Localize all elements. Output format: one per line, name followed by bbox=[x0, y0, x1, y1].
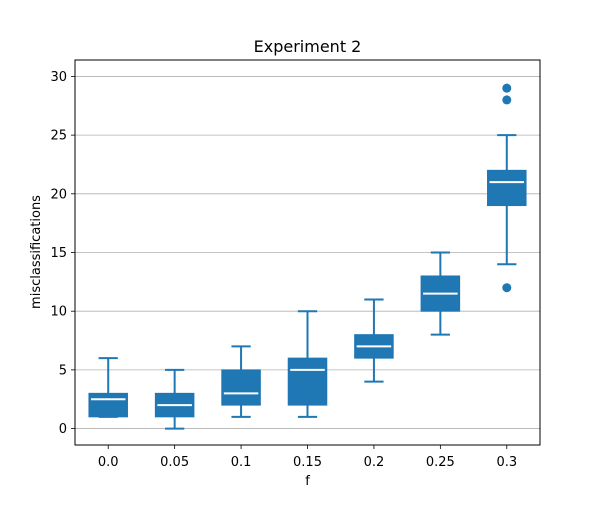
x-tick-label: 0.05 bbox=[160, 455, 189, 470]
outlier-point bbox=[502, 83, 512, 93]
y-tick-label: 0 bbox=[59, 422, 67, 437]
box-group bbox=[88, 357, 128, 418]
box-group bbox=[221, 345, 261, 418]
x-tick-label: 0.0 bbox=[98, 455, 119, 470]
x-tick-label: 0.2 bbox=[364, 455, 385, 470]
x-tick-label: 0.3 bbox=[496, 455, 517, 470]
box-body bbox=[221, 369, 261, 406]
chart-title: Experiment 2 bbox=[254, 37, 362, 56]
box-group bbox=[354, 298, 394, 383]
box-group bbox=[154, 368, 195, 430]
y-tick-label: 10 bbox=[50, 305, 67, 320]
box-group bbox=[287, 310, 328, 418]
x-axis-ticks: 0.0 0.05 0.1 0.15 0.2 0.25 0.3 bbox=[98, 445, 517, 470]
y-tick-label: 25 bbox=[50, 129, 67, 144]
box-group bbox=[420, 251, 461, 336]
outlier-point bbox=[502, 283, 512, 293]
box-body bbox=[487, 169, 527, 207]
x-tick-label: 0.15 bbox=[293, 455, 322, 470]
box-body bbox=[88, 392, 128, 418]
y-tick-label: 15 bbox=[50, 246, 67, 261]
x-tick-label: 0.1 bbox=[231, 455, 252, 470]
y-axis-label: misclassifications bbox=[29, 195, 44, 309]
y-tick-label: 30 bbox=[50, 70, 67, 85]
y-axis-ticks: 0 5 10 15 20 25 30 bbox=[50, 70, 75, 437]
box-body bbox=[287, 357, 328, 406]
x-tick-label: 0.25 bbox=[426, 455, 455, 470]
box-group bbox=[487, 83, 527, 293]
x-axis-label: f bbox=[305, 474, 310, 489]
y-tick-label: 20 bbox=[50, 187, 67, 202]
box-series bbox=[88, 83, 527, 430]
y-tick-label: 5 bbox=[59, 363, 67, 378]
outlier-point bbox=[502, 95, 512, 105]
